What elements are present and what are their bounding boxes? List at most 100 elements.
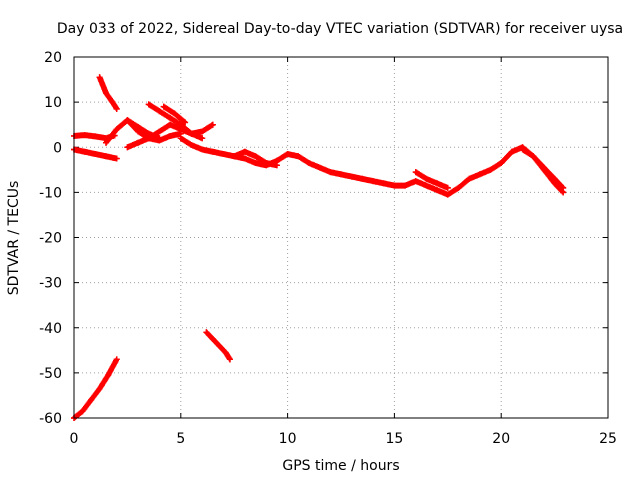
data-point — [305, 160, 312, 167]
data-point — [530, 153, 537, 160]
data-point — [476, 171, 483, 178]
data-point — [177, 135, 184, 142]
data-point — [199, 128, 206, 135]
data-point — [252, 160, 259, 167]
data-point — [434, 187, 441, 194]
data-point — [105, 372, 112, 379]
data-point — [455, 184, 462, 191]
data-point — [113, 356, 120, 363]
y-tick-label: -60 — [39, 411, 62, 427]
series-arc-2 — [71, 146, 120, 162]
data-point — [551, 180, 558, 187]
data-point — [96, 74, 103, 81]
data-point — [188, 130, 195, 137]
y-tick-label: 0 — [53, 140, 62, 156]
series-arc-12 — [519, 146, 567, 196]
data-point — [487, 166, 494, 173]
data-point — [412, 178, 419, 185]
data-point — [171, 110, 178, 117]
plot-frame — [73, 56, 609, 419]
y-tick-label: 20 — [44, 50, 62, 66]
data-point — [103, 90, 110, 97]
data-point — [466, 175, 473, 182]
data-point — [156, 135, 163, 142]
data-point — [156, 128, 163, 135]
y-axis-label: SDTVAR / TECUs — [6, 181, 22, 296]
data-point — [135, 139, 142, 146]
x-tick-label: 5 — [176, 431, 185, 447]
data-point — [444, 184, 451, 191]
x-tick-label: 25 — [599, 431, 617, 447]
data-point — [92, 133, 99, 140]
grid-layer — [74, 57, 608, 418]
data-point — [145, 101, 152, 108]
data-point — [199, 135, 206, 142]
data-point — [220, 151, 227, 158]
y-tick-label: -50 — [39, 366, 62, 382]
series-arc-7 — [160, 103, 189, 126]
data-point — [124, 117, 131, 124]
data-point — [434, 180, 441, 187]
data-point — [103, 153, 110, 160]
data-point — [423, 182, 430, 189]
data-point — [338, 171, 344, 178]
y-tick-label: 10 — [44, 95, 62, 111]
series-arc-10 — [231, 148, 280, 169]
data-point — [109, 99, 116, 106]
x-tick-label: 15 — [385, 431, 403, 447]
data-point — [295, 153, 302, 160]
data-point — [252, 153, 259, 160]
series-arc-13 — [71, 356, 120, 421]
data-point — [167, 121, 174, 128]
data-point — [88, 396, 95, 403]
data-point — [380, 180, 387, 187]
data-point — [370, 178, 377, 185]
data-point — [113, 105, 120, 112]
data-point — [402, 182, 409, 189]
data-point — [226, 356, 233, 363]
data-point — [167, 132, 174, 139]
data-point — [209, 336, 216, 343]
data-point — [96, 385, 103, 392]
data-marks-arc-12 — [519, 146, 567, 196]
x-tick-label: 0 — [70, 431, 79, 447]
data-point — [79, 408, 86, 415]
data-point — [177, 121, 184, 128]
data-point — [359, 175, 366, 182]
data-point — [316, 164, 323, 171]
y-tick-label: -10 — [39, 185, 62, 201]
data-point — [540, 166, 547, 173]
data-point — [284, 151, 291, 158]
marks-layer — [71, 74, 567, 421]
series-arc-6 — [145, 101, 206, 142]
data-point — [160, 103, 167, 110]
data-point — [498, 160, 505, 167]
data-point — [199, 146, 206, 153]
y-tick-label: -30 — [39, 276, 62, 292]
data-point — [216, 342, 223, 349]
data-point — [560, 189, 567, 196]
series-arc-14 — [203, 329, 233, 363]
data-point — [92, 151, 99, 158]
x-tick-label: 10 — [279, 431, 297, 447]
data-point — [519, 146, 526, 153]
data-marks-arc-9 — [177, 135, 567, 198]
data-point — [222, 349, 229, 356]
data-point — [423, 175, 430, 182]
tick-layer: 0 5 10 15 20 25 20 10 0 -10 -20 -30 -40 -50 -60 — [39, 50, 617, 447]
data-point — [444, 191, 451, 198]
data-point — [113, 126, 120, 133]
series-arc-5 — [124, 130, 184, 151]
data-point — [124, 144, 131, 151]
data-marks-arc-13 — [71, 356, 120, 421]
data-point — [167, 114, 174, 121]
series-arc-8 — [124, 117, 163, 142]
chart-title: Day 033 of 2022, Sidereal Day-to-day VTE… — [57, 21, 623, 37]
series-arc-9 — [177, 135, 567, 198]
data-point — [412, 169, 419, 176]
data-point — [113, 155, 120, 162]
data-point — [145, 130, 152, 137]
data-point — [391, 182, 398, 189]
y-tick-label: -20 — [39, 231, 62, 247]
